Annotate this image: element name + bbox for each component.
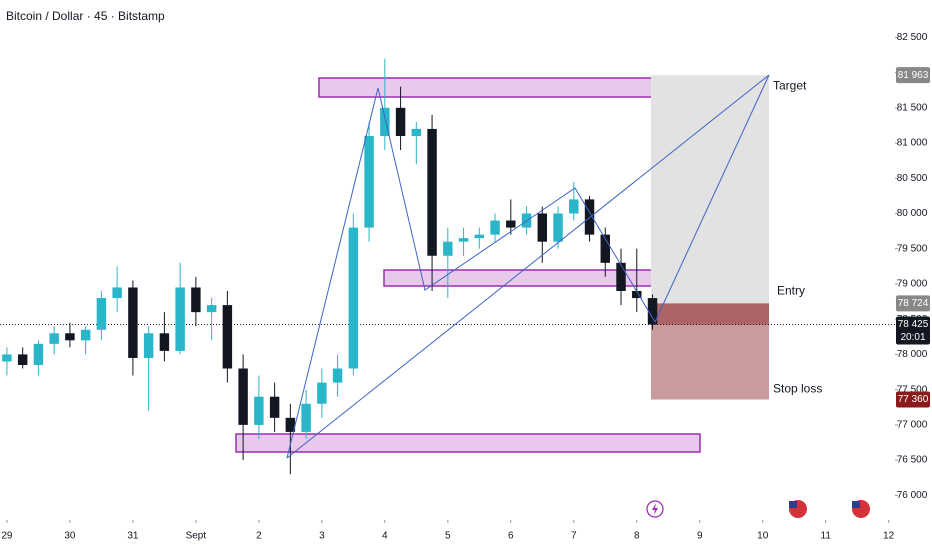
trend-line — [286, 74, 770, 459]
x-tick-label: 11 — [821, 531, 832, 542]
last-price-tag — [896, 316, 930, 345]
x-tick-label: 3 — [319, 531, 325, 542]
candle-body — [96, 298, 107, 330]
candle-body — [364, 135, 374, 228]
x-tick-label: 9 — [697, 531, 703, 542]
y-tick-label: 76 000 — [897, 490, 928, 501]
trend-lines — [286, 74, 770, 459]
candle-body — [285, 417, 296, 432]
candle-body — [537, 213, 548, 242]
candle-body — [33, 343, 44, 365]
candle-body — [600, 234, 610, 263]
candle-body — [427, 128, 437, 256]
price-tag-label: 77 360 — [898, 394, 929, 405]
x-tick-label: 5 — [445, 531, 451, 542]
level-label: Stop loss — [773, 382, 822, 396]
candle-body — [490, 220, 500, 235]
x-tick-label: 7 — [571, 531, 577, 542]
candle-body — [112, 287, 122, 299]
candle-body — [65, 333, 75, 341]
candle-body — [348, 227, 359, 369]
x-tick-label: 2 — [256, 531, 262, 542]
level-label: Entry — [777, 284, 805, 298]
lightning — [652, 503, 658, 515]
y-tick-label: 77 500 — [897, 384, 928, 395]
candle-body — [206, 305, 217, 313]
last-price-label: 78 425 — [898, 319, 929, 330]
candle-body — [317, 382, 327, 404]
candle-body — [474, 234, 485, 239]
candle-body — [49, 333, 59, 344]
candle-body — [269, 396, 280, 418]
x-tick-label: 6 — [508, 531, 514, 542]
candle-body — [647, 298, 658, 325]
open-loss — [651, 303, 769, 325]
y-tick-label: 79 500 — [897, 243, 928, 254]
flag-canton — [852, 501, 860, 508]
candle-body — [616, 262, 626, 292]
profit-zone — [651, 75, 769, 304]
candle-body — [80, 329, 91, 341]
y-tick-label: 81 500 — [897, 102, 928, 113]
x-tick-label: 30 — [64, 531, 76, 542]
candle-body — [159, 333, 170, 351]
y-tick-label: 80 500 — [897, 173, 928, 184]
y-tick-label: 80 000 — [897, 208, 928, 219]
candle-body — [222, 305, 233, 369]
event-icons — [646, 500, 870, 518]
candle-body — [569, 199, 579, 214]
x-tick-label: 10 — [757, 531, 769, 542]
chart-title: Bitcoin / Dollar · 45 · Bitstamp — [6, 9, 165, 23]
price-tag-label: 78 724 — [898, 298, 929, 309]
candle-body — [506, 220, 516, 228]
y-tick-label: 79 000 — [897, 279, 928, 290]
candle-body — [301, 403, 311, 432]
candle-body — [143, 333, 154, 358]
candle-body — [553, 213, 563, 242]
x-tick-label: 8 — [634, 531, 640, 542]
y-tick-label: 81 000 — [897, 138, 928, 149]
support-zone — [235, 433, 701, 453]
candle-body — [443, 241, 453, 256]
x-tick-label: 12 — [883, 531, 895, 542]
price-tag — [896, 295, 930, 312]
price-tag — [896, 67, 930, 84]
candle-body — [395, 107, 406, 136]
x-tick-label: 31 — [127, 531, 139, 542]
zigzag-line — [286, 74, 770, 459]
level-label: Target — [773, 78, 807, 92]
price-tag-label: 81 963 — [898, 70, 929, 81]
x-tick-label: 4 — [382, 531, 388, 542]
countdown: 20:01 — [900, 332, 925, 343]
y-tick-label: 82 500 — [897, 32, 928, 43]
y-tick-label: 76 500 — [897, 455, 928, 466]
price-tag — [896, 391, 930, 408]
x-tick-label: 29 — [1, 531, 13, 542]
candles — [2, 58, 658, 475]
position — [0, 75, 895, 400]
y-tick-label: 77 000 — [897, 420, 928, 431]
candle-body — [17, 354, 28, 365]
candle-body — [238, 368, 248, 425]
candle-body — [380, 107, 390, 136]
candle-body — [458, 238, 469, 242]
candle-body — [254, 396, 264, 425]
candle-body — [632, 291, 642, 299]
candle-body — [411, 128, 422, 136]
y-tick-label: 78 000 — [897, 349, 928, 360]
candle-body — [175, 287, 185, 351]
candle-body — [191, 287, 201, 313]
candle-body — [2, 354, 12, 362]
x-tick-label: Sept — [186, 531, 207, 542]
flag-canton — [789, 501, 797, 508]
candle-body — [128, 287, 138, 358]
candle-body — [332, 368, 343, 383]
